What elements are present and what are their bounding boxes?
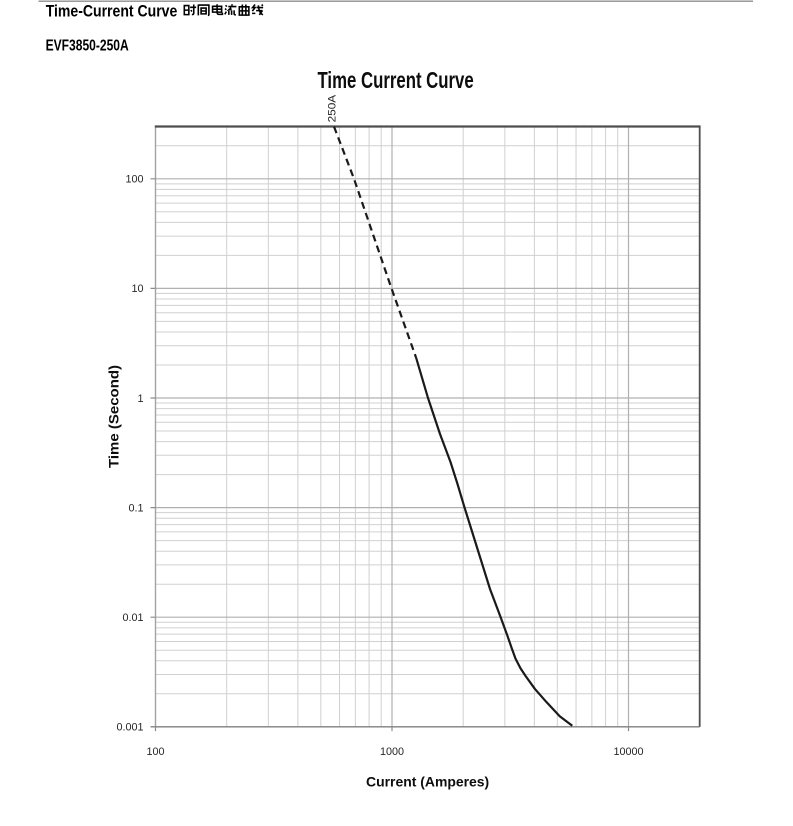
svg-text:Time-Current Curve: Time-Current Curve bbox=[46, 2, 178, 20]
svg-text:0.001: 0.001 bbox=[116, 722, 143, 734]
svg-text:Current (Amperes): Current (Amperes) bbox=[366, 774, 489, 789]
svg-text:EVF3850-250A: EVF3850-250A bbox=[46, 38, 129, 55]
svg-text:0.01: 0.01 bbox=[122, 612, 143, 624]
svg-text:10: 10 bbox=[131, 283, 143, 295]
svg-text:0.1: 0.1 bbox=[128, 502, 143, 514]
svg-text:100: 100 bbox=[125, 174, 143, 186]
svg-text:250A: 250A bbox=[327, 94, 339, 122]
svg-text:Time (Second): Time (Second) bbox=[107, 365, 122, 468]
svg-text:100: 100 bbox=[146, 746, 164, 758]
svg-text:Time Current Curve: Time Current Curve bbox=[318, 67, 474, 93]
svg-text:1: 1 bbox=[137, 393, 143, 405]
svg-text:10000: 10000 bbox=[613, 746, 643, 758]
svg-text:1000: 1000 bbox=[380, 746, 404, 758]
